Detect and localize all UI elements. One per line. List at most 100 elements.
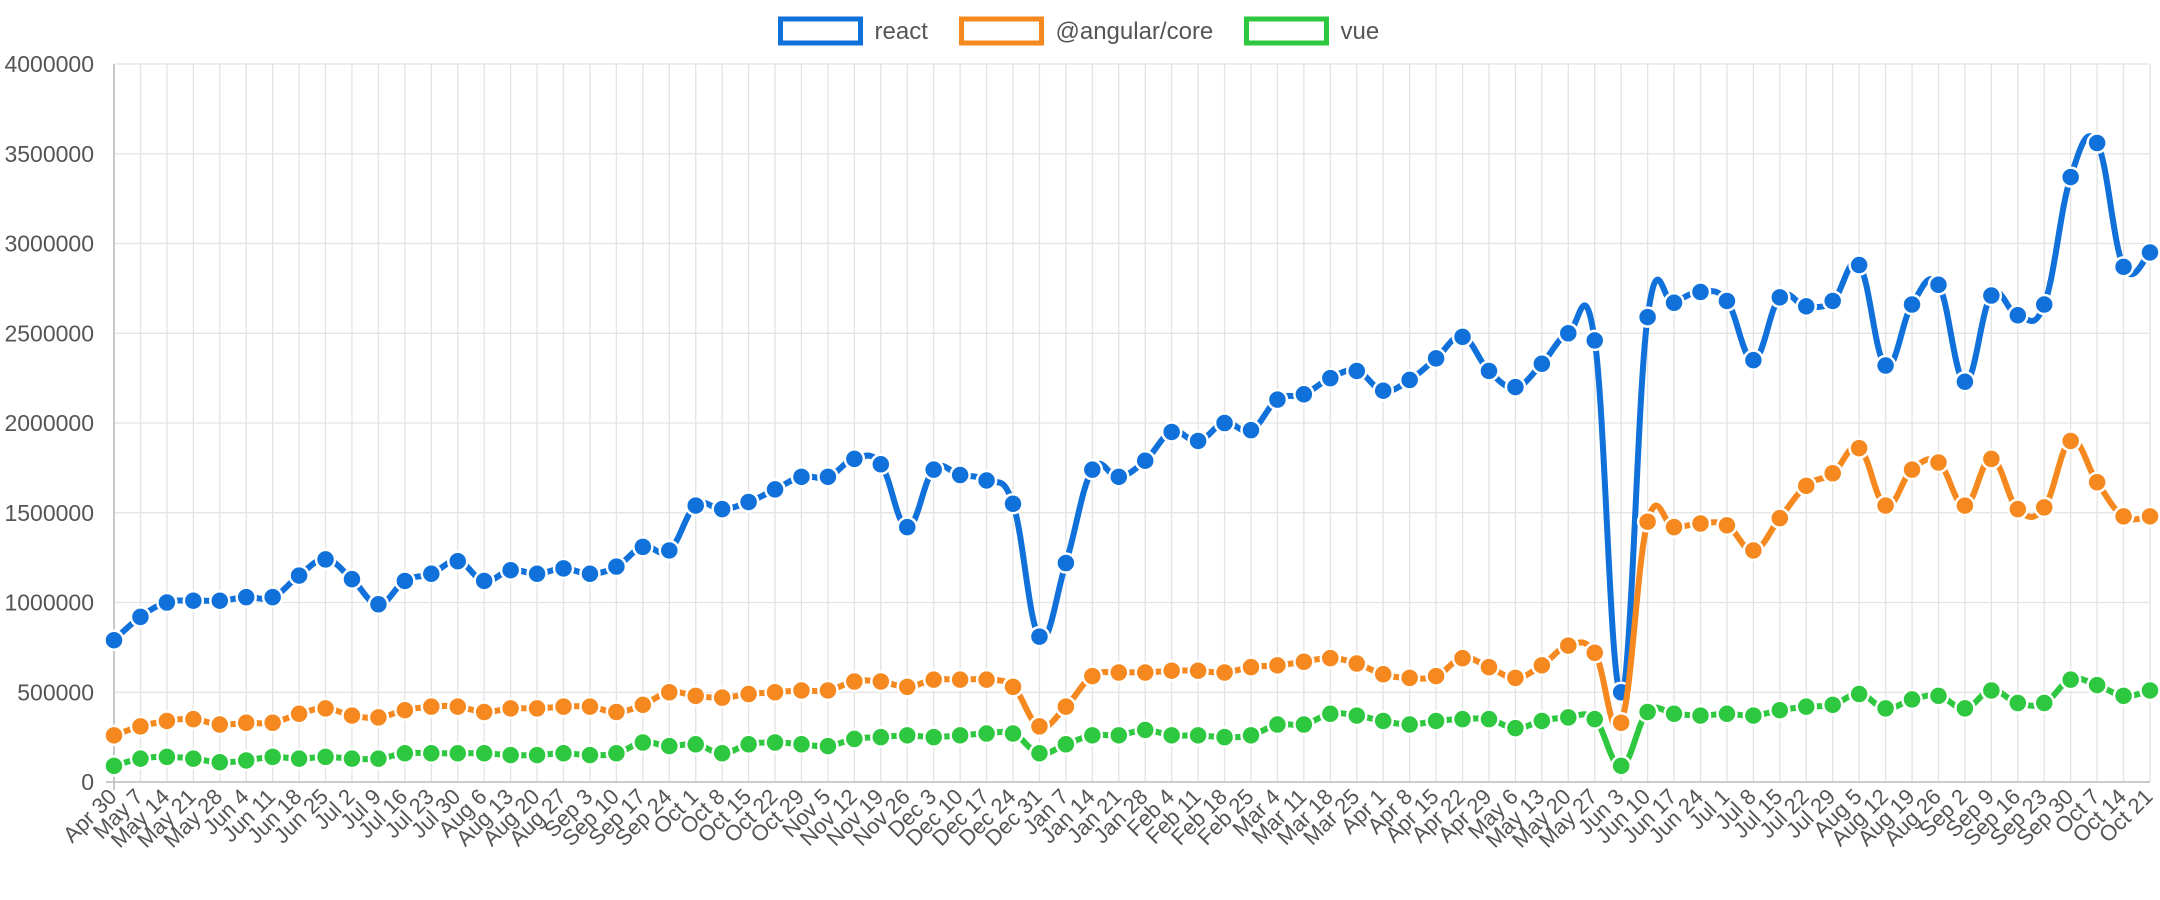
data-point-vue[interactable] [341,747,363,770]
data-point-vue[interactable] [1055,733,1077,756]
data-point-react[interactable] [764,478,786,501]
data-point-angular-core[interactable] [975,668,998,691]
data-point-vue[interactable] [526,744,548,766]
data-point-angular-core[interactable] [1240,656,1262,678]
data-point-react[interactable] [817,466,839,488]
data-point-angular-core[interactable] [314,697,337,720]
data-point-react[interactable] [1451,326,1474,348]
data-point-angular-core[interactable] [1821,462,1844,485]
data-point-react[interactable] [367,593,390,616]
data-point-vue[interactable] [1028,742,1051,765]
data-point-vue[interactable] [1583,708,1606,730]
data-point-vue[interactable] [2059,668,2082,691]
data-point-react[interactable] [1636,306,1659,328]
data-point-react[interactable] [1240,419,1262,441]
data-point-vue[interactable] [658,735,681,757]
data-point-vue[interactable] [1372,710,1394,732]
data-point-angular-core[interactable] [896,676,918,698]
data-point-vue[interactable] [1769,699,1791,721]
data-point-react[interactable] [1372,379,1394,402]
legend-item-vue[interactable]: vue [1244,16,1380,46]
data-point-vue[interactable] [1821,694,1844,716]
data-point-angular-core[interactable] [1425,665,1447,687]
data-point-angular-core[interactable] [579,695,601,718]
data-point-vue[interactable] [367,747,390,770]
data-point-angular-core[interactable] [2007,498,2029,520]
data-point-react[interactable] [790,466,813,488]
data-point-angular-core[interactable] [1504,667,1527,689]
data-point-vue[interactable] [2139,679,2160,702]
data-point-angular-core[interactable] [1610,712,1632,734]
data-point-react[interactable] [341,568,363,590]
data-point-angular-core[interactable] [156,710,178,732]
data-point-vue[interactable] [1425,710,1447,732]
data-point-angular-core[interactable] [1134,661,1156,684]
data-point-vue[interactable] [1160,724,1183,747]
data-point-vue[interactable] [1346,704,1368,727]
data-point-react[interactable] [2007,304,2029,327]
data-point-vue[interactable] [1002,722,1024,745]
data-point-angular-core[interactable] [1927,451,1950,474]
data-point-vue[interactable] [552,742,575,765]
data-point-vue[interactable] [1689,704,1712,727]
data-point-angular-core[interactable] [1213,661,1236,684]
data-point-vue[interactable] [1478,708,1500,730]
data-point-react[interactable] [1663,291,1685,314]
data-point-vue[interactable] [182,747,205,770]
data-point-vue[interactable] [209,751,231,774]
data-point-vue[interactable] [1954,697,1976,720]
data-point-react[interactable] [420,563,443,585]
data-point-vue[interactable] [1636,701,1659,723]
data-point-react[interactable] [1002,493,1024,515]
data-point-angular-core[interactable] [129,715,152,738]
data-point-vue[interactable] [843,728,866,750]
data-point-angular-core[interactable] [2112,505,2135,528]
data-point-vue[interactable] [632,731,654,754]
data-point-react[interactable] [1081,458,1104,481]
data-point-vue[interactable] [2112,685,2135,707]
data-point-react[interactable] [1716,290,1738,312]
data-point-react[interactable] [261,586,284,608]
data-point-react[interactable] [711,498,733,520]
data-point-angular-core[interactable] [949,668,971,691]
data-point-vue[interactable] [1213,726,1236,748]
data-point-vue[interactable] [1742,704,1765,727]
data-point-vue[interactable] [711,742,733,765]
data-point-vue[interactable] [1451,708,1474,730]
data-point-react[interactable] [1266,388,1289,411]
data-point-angular-core[interactable] [103,724,125,747]
data-point-react[interactable] [1134,449,1156,472]
data-point-react[interactable] [473,570,495,592]
data-point-angular-core[interactable] [1319,647,1342,669]
data-point-react[interactable] [235,586,257,608]
data-point-react[interactable] [843,448,866,470]
data-point-vue[interactable] [2086,674,2108,696]
data-point-angular-core[interactable] [684,685,707,707]
data-point-vue[interactable] [156,746,178,768]
data-point-react[interactable] [552,557,575,580]
legend[interactable]: react @angular/core vue [778,16,1380,46]
data-point-react[interactable] [949,464,971,486]
data-point-angular-core[interactable] [1557,634,1580,657]
data-point-react[interactable] [1346,360,1368,382]
data-point-angular-core[interactable] [420,695,443,718]
data-point-vue[interactable] [1319,703,1342,725]
data-point-angular-core[interactable] [711,686,733,709]
data-point-react[interactable] [1742,349,1765,371]
data-point-react[interactable] [156,591,178,614]
data-point-react[interactable] [1028,625,1051,648]
data-point-vue[interactable] [261,746,284,768]
data-point-react[interactable] [1504,376,1527,398]
data-point-react[interactable] [1848,254,1870,276]
data-point-react[interactable] [632,536,654,558]
data-point-angular-core[interactable] [1848,437,1870,459]
data-point-angular-core[interactable] [473,701,495,723]
data-point-vue[interactable] [1266,713,1289,736]
data-point-react[interactable] [1425,347,1447,370]
data-point-react[interactable] [684,494,707,517]
data-point-vue[interactable] [684,733,707,756]
data-point-vue[interactable] [314,746,337,768]
data-point-react[interactable] [1689,281,1712,303]
data-point-vue[interactable] [1531,710,1553,732]
data-point-vue[interactable] [579,744,601,766]
